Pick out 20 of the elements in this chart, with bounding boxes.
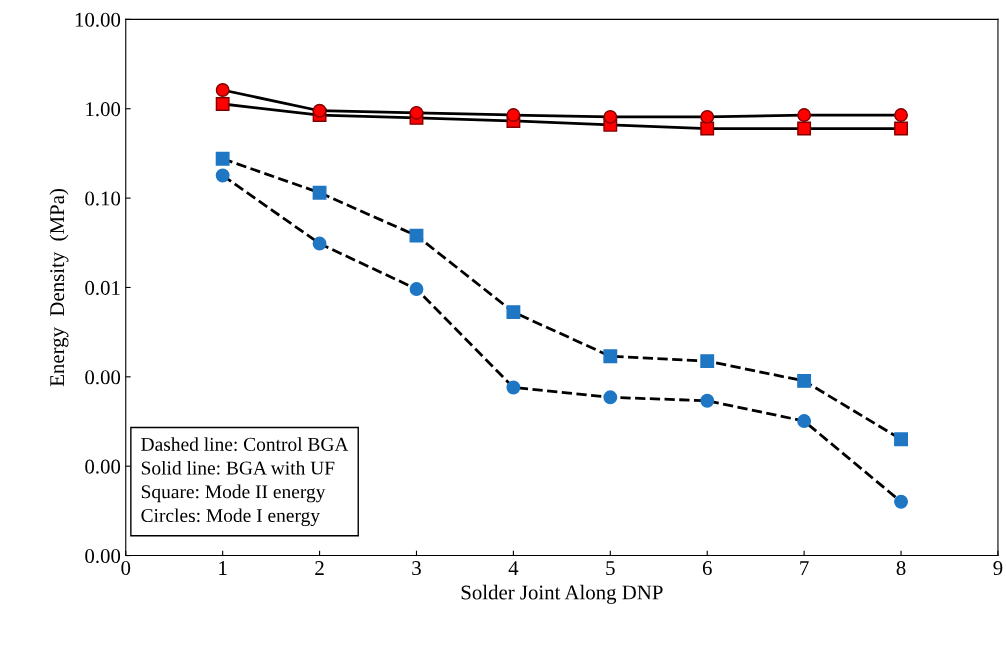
- y-tick-label: 1.00: [86, 102, 121, 117]
- y-tick-label: 0.01: [85, 280, 120, 295]
- x-tick-label: 6: [702, 561, 712, 576]
- x-tick-label: 3: [412, 561, 421, 576]
- x-tick-label: 4: [508, 561, 519, 575]
- x-tick-label: 2: [315, 561, 324, 575]
- x-tick-label: 8: [896, 561, 906, 576]
- x-tick-label: 1: [219, 561, 227, 575]
- y-tick-label: 10.00: [75, 12, 121, 27]
- y-axis-title: Energy Density (MPa): [49, 189, 69, 387]
- x-tick-label: 7: [800, 561, 809, 575]
- y-tick-label: 0.00: [85, 548, 121, 564]
- x-tick-label: 9: [993, 561, 1003, 576]
- x-tick-label: 5: [606, 561, 615, 576]
- x-tick-label: 0: [121, 561, 131, 576]
- y-tick-label: 0.00: [85, 459, 121, 474]
- annotation: Dashed line: Control BGA Solid line: BGA with UF Square: Mode II energy Circles: Mode I energy: [141, 437, 349, 527]
- y-tick-label: 0.10: [85, 191, 121, 206]
- y-tick-label: 0.00: [85, 370, 121, 385]
- x-axis-title: Solder Joint Along DNP: [461, 584, 663, 604]
